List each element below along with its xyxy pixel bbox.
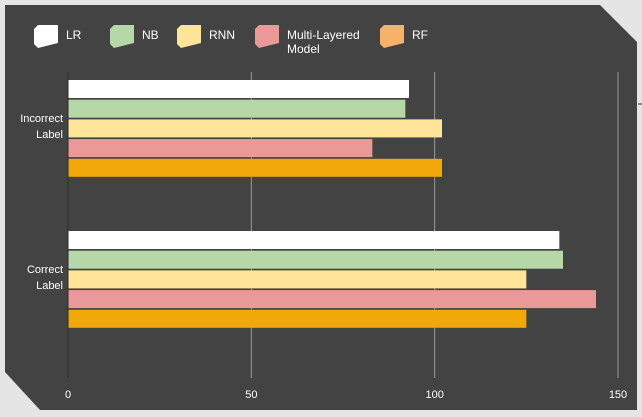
bar-rf-1 [68,309,527,328]
bar-multi-layered-model-0 [68,139,373,158]
legend-item-nb: NB [110,25,159,48]
category-label: Incorrect [20,113,63,125]
bar-nb-1 [68,250,563,269]
category-labels: Incorrect Label Correct Label [20,113,63,292]
legend-item-rf: RF [380,25,428,48]
legend-label: Model [287,42,320,56]
bar-lr-0 [68,80,409,98]
bar-rnn-1 [68,270,527,289]
legend-label: LR [66,28,82,42]
x-tick-label: 0 [65,389,71,401]
bar-nb-0 [68,99,406,118]
category-label: Correct [27,264,63,276]
legend-swatch [34,25,58,48]
category-label: Label [36,129,63,141]
x-tick-label: 100 [425,389,443,401]
legend-swatch [380,25,404,48]
legend-label: RF [412,28,428,42]
bar-rnn-0 [68,119,442,138]
x-tick-label: 50 [245,389,257,401]
legend-label: NB [142,28,159,42]
x-tick-label: 150 [609,389,627,401]
legend-label: RNN [209,28,235,42]
bar-rf-0 [68,158,442,177]
legend-item-rnn: RNN [177,25,235,48]
bar-multi-layered-model-1 [68,290,596,309]
legend-swatch [110,25,134,48]
bar-lr-1 [68,231,560,249]
legend-swatch [177,25,201,48]
legend-item-lr: LR [34,25,82,48]
bars [67,72,596,378]
category-label: Label [36,280,63,292]
legend-label: Multi-Layered [287,28,360,42]
x-tick-labels: 0 50 100 150 [65,389,627,401]
chart-panel [5,5,637,410]
legend-swatch [255,25,279,48]
